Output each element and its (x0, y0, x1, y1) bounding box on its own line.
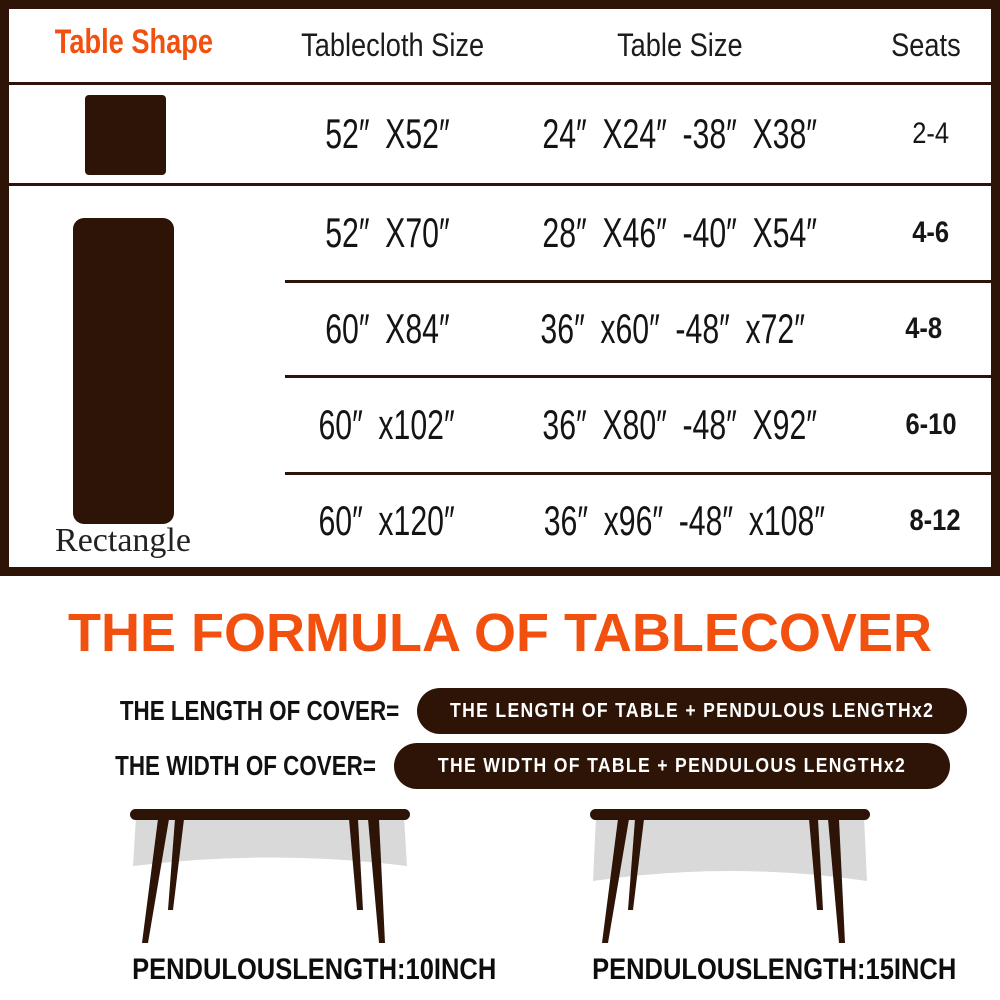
rectangle-shape-icon (73, 218, 174, 524)
table-size-value: 36″ x60″ -48″ x72″ (540, 305, 805, 352)
table-row: 60″ x102″ 36″ X80″ -48″ X92″ 6-10 (9, 378, 991, 475)
column-header-table-size: Table Size (617, 27, 743, 63)
column-header-table-shape: Table Shape (54, 23, 214, 61)
table-with-10inch-drop-cloth-icon (130, 809, 410, 943)
tablecloth-size-value: 60″ X84″ (324, 305, 450, 352)
table-row-square: 52″ X52″ 24″ X24″ -38″ X38″ 2-4 (9, 85, 991, 186)
pendulous-length-label: PENDULOUSLENGTH:10INCH (132, 953, 497, 986)
formula-row-width: THE WIDTH OF COVER= THE WIDTH OF TABLE +… (50, 743, 950, 789)
table-row: 60″ x120″ 36″ x96″ -48″ x108″ 8-12 (9, 475, 991, 567)
table-with-15inch-drop-cloth-icon (590, 809, 870, 943)
formula-title: THE FORMULA OF TABLECOVER (68, 603, 932, 663)
table-size-value: 24″ X24″ -38″ X38″ (542, 110, 817, 157)
formula-width-label: THE WIDTH OF COVER= (115, 750, 376, 781)
pendulous-length-label: PENDULOUSLENGTH:15INCH (592, 953, 957, 986)
tablecloth-size-value: 52″ X70″ (324, 209, 450, 256)
tablecloth-size-value: 52″ X52″ (324, 110, 450, 157)
formula-section: THE FORMULA OF TABLECOVER THE LENGTH OF … (0, 602, 1000, 789)
table-size-value: 28″ X46″ -40″ X54″ (542, 209, 817, 256)
column-header-tablecloth-size: Tablecloth Size (301, 27, 485, 63)
seats-value: 2-4 (912, 117, 950, 150)
column-header-seats: Seats (890, 27, 961, 63)
formula-length-label: THE LENGTH OF COVER= (119, 695, 400, 726)
table-size-value: 36″ x96″ -48″ x108″ (543, 497, 826, 544)
table-illustration-10inch: PENDULOUSLENGTH:10INCH (100, 803, 497, 987)
formula-length-pill: THE LENGTH OF TABLE + PENDULOUS LENGTHx2 (417, 688, 968, 734)
seats-value: 4-6 (912, 216, 950, 249)
pendulous-length-illustrations: PENDULOUSLENGTH:10INCH PENDULOUSLENGTH:1… (0, 803, 1000, 987)
formula-width-pill: THE WIDTH OF TABLE + PENDULOUS LENGTHx2 (393, 743, 950, 789)
formula-row-length: THE LENGTH OF COVER= THE LENGTH OF TABLE… (50, 688, 968, 734)
table-size-value: 36″ X80″ -48″ X92″ (542, 401, 817, 448)
tablecloth-size-value: 60″ x102″ (318, 401, 456, 448)
rectangle-shape-label: Rectangle (55, 522, 191, 559)
tablecloth-size-value: 60″ x120″ (318, 497, 456, 544)
seats-value: 8-12 (909, 504, 961, 537)
table-illustration-15inch: PENDULOUSLENGTH:15INCH (560, 803, 957, 987)
rectangle-rows-group: Rectangle 52″ X70″ 28″ X46″ -40″ X54″ 4-… (9, 186, 991, 567)
table-row: 60″ X84″ 36″ x60″ -48″ x72″ 4-8 (9, 283, 991, 378)
table-row: 52″ X70″ 28″ X46″ -40″ X54″ 4-6 (9, 186, 991, 283)
size-chart-table: Table Shape Tablecloth Size Table Size S… (0, 0, 1000, 576)
size-chart-header-row: Table Shape Tablecloth Size Table Size S… (9, 9, 991, 85)
seats-value: 4-8 (905, 312, 943, 345)
square-shape-icon (85, 95, 166, 175)
seats-value: 6-10 (905, 408, 957, 441)
